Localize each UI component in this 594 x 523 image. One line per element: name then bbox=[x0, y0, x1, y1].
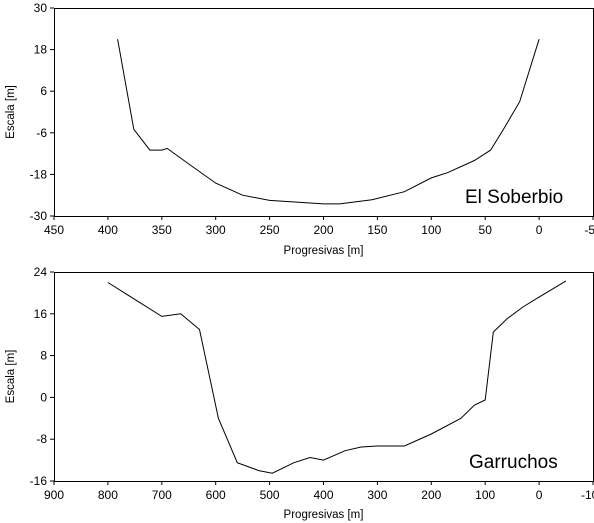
y-tick-label: -6 bbox=[36, 126, 47, 140]
y-tick-label: 6 bbox=[40, 84, 47, 98]
x-tick-label: 200 bbox=[421, 488, 441, 502]
plot-frame bbox=[54, 8, 594, 217]
chart-name: El Soberbio bbox=[465, 187, 563, 208]
x-tick-label: 400 bbox=[313, 488, 333, 502]
x-tick-label: 100 bbox=[421, 223, 441, 237]
x-tick-label: 100 bbox=[475, 488, 495, 502]
x-tick-label: 0 bbox=[536, 488, 543, 502]
chart-name: Garruchos bbox=[469, 452, 558, 473]
x-tick-label: 200 bbox=[313, 223, 333, 237]
x-axis-label: Progresivas [m] bbox=[284, 509, 364, 521]
profile-line bbox=[117, 39, 540, 205]
x-tick-label: 150 bbox=[367, 223, 387, 237]
x-tick-label: 700 bbox=[152, 488, 172, 502]
x-tick-label: 450 bbox=[44, 223, 64, 237]
y-tick-label: 8 bbox=[40, 349, 47, 363]
x-tick-label: 300 bbox=[206, 223, 226, 237]
x-tick-label: 50 bbox=[479, 223, 493, 237]
plot-frame bbox=[54, 272, 594, 482]
x-tick-label: 350 bbox=[152, 223, 172, 237]
y-axis-label: Escala [m] bbox=[5, 85, 17, 139]
x-tick-label: 300 bbox=[367, 488, 387, 502]
y-tick-label: -18 bbox=[30, 167, 48, 181]
y-tick-label: -30 bbox=[30, 209, 48, 223]
y-tick-label: 16 bbox=[34, 307, 48, 321]
x-axis-label: Progresivas [m] bbox=[284, 245, 364, 257]
x-tick-label: 250 bbox=[260, 223, 280, 237]
x-tick-label: 400 bbox=[98, 223, 118, 237]
x-tick-label: -50 bbox=[584, 223, 594, 237]
x-tick-label: 600 bbox=[206, 488, 226, 502]
y-tick-label: 30 bbox=[34, 1, 48, 15]
profile-line bbox=[107, 280, 567, 474]
y-tick-label: -16 bbox=[30, 474, 48, 488]
y-tick-label: 24 bbox=[34, 265, 48, 279]
x-tick-label: 900 bbox=[44, 488, 64, 502]
x-tick-label: -100 bbox=[581, 488, 594, 502]
y-tick-label: 0 bbox=[40, 390, 47, 404]
y-axis-label: Escala [m] bbox=[5, 350, 17, 404]
y-tick-label: 18 bbox=[34, 43, 48, 57]
x-tick-label: 500 bbox=[260, 488, 280, 502]
y-tick-label: -8 bbox=[36, 432, 47, 446]
x-tick-label: 0 bbox=[536, 223, 543, 237]
x-tick-label: 800 bbox=[98, 488, 118, 502]
